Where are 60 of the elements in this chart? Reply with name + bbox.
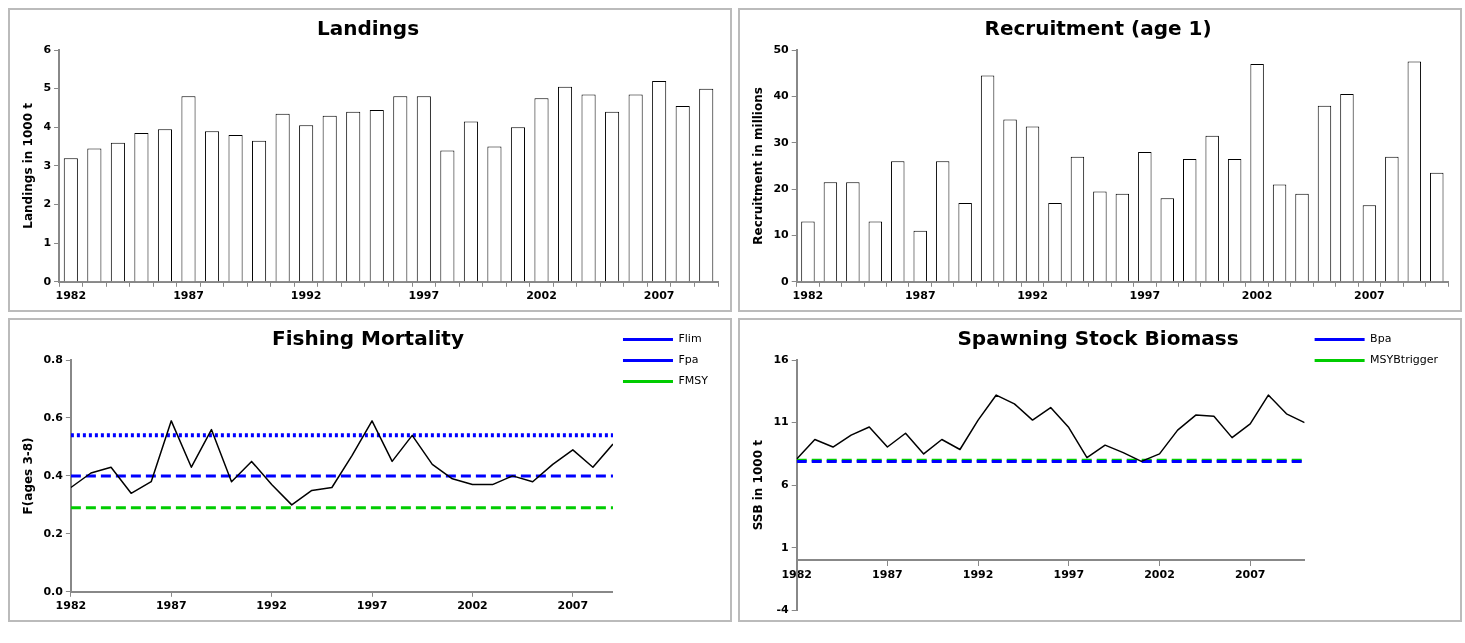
y-tick-label: -4 xyxy=(776,603,790,617)
y-tick-label: 50 xyxy=(773,42,790,56)
y-tick-label: 0.6 xyxy=(43,410,64,424)
legend-label: Fpa xyxy=(678,353,699,367)
x-tick-label: 1987 xyxy=(173,289,204,303)
x-tick-label: 1982 xyxy=(792,289,824,303)
x-tick-label: 2007 xyxy=(557,599,589,613)
x-tick-label: 1997 xyxy=(1129,289,1161,303)
y-tick-label: 0.0 xyxy=(43,584,64,598)
y-tick-label: 1 xyxy=(781,540,789,554)
y-tick-label: 0.2 xyxy=(43,526,63,540)
y-tick-label: 0 xyxy=(781,274,790,288)
chart-title: Landings xyxy=(316,16,420,41)
x-tick-label: 1997 xyxy=(408,289,440,303)
y-tick-label: 4 xyxy=(43,120,52,134)
y-axis-title: Landings in 1000 t xyxy=(21,102,36,229)
chart-title: Fishing Mortality xyxy=(272,326,464,351)
x-tick-label: 1987 xyxy=(155,599,187,613)
x-tick-label: 1982 xyxy=(55,289,87,303)
y-tick-label: 0 xyxy=(43,274,52,288)
y-tick-label: 16 xyxy=(773,352,790,366)
y-tick-label: 20 xyxy=(773,181,790,195)
y-tick-label: 10 xyxy=(773,228,790,242)
legend-label: Bpa xyxy=(1370,332,1392,346)
chart-title: Recruitment (age 1) xyxy=(984,16,1212,41)
x-tick-label: 2002 xyxy=(1241,289,1273,303)
y-tick-label: 30 xyxy=(773,135,790,149)
y-tick-label: 5 xyxy=(43,81,52,95)
x-tick-label: 2007 xyxy=(643,289,675,303)
y-tick-label: 6 xyxy=(43,42,52,56)
x-tick-label: 2007 xyxy=(1354,289,1385,303)
x-tick-label: 2002 xyxy=(457,599,488,613)
y-tick-label: 2 xyxy=(43,197,52,211)
y-tick-label: 0.4 xyxy=(43,468,64,482)
y-axis-title: Recruitment in millions xyxy=(751,87,766,245)
x-tick-label: 1997 xyxy=(356,599,388,613)
y-tick-label: 1 xyxy=(43,236,52,250)
x-tick-label: 1992 xyxy=(290,289,322,303)
x-tick-label: 1992 xyxy=(256,599,287,613)
x-tick-label: 1982 xyxy=(55,599,87,613)
x-tick-label: 2007 xyxy=(1234,567,1266,581)
x-tick-label: 1997 xyxy=(1053,567,1085,581)
y-axis-title: SSB in 1000 t xyxy=(751,439,766,531)
y-tick-label: 40 xyxy=(773,89,790,103)
legend-label: MSYBtrigger xyxy=(1370,353,1439,367)
y-tick-label: 0.8 xyxy=(43,352,63,366)
x-tick-label: 2002 xyxy=(1144,567,1175,581)
x-tick-label: 1987 xyxy=(872,567,903,581)
legend-label: FMSY xyxy=(678,374,709,388)
x-tick-label: 1992 xyxy=(962,567,994,581)
y-tick-label: 6 xyxy=(781,478,790,492)
legend-label: Flim xyxy=(678,332,702,346)
y-tick-label: 11 xyxy=(773,415,789,429)
y-tick-label: 3 xyxy=(43,158,52,172)
chart-title: Spawning Stock Biomass xyxy=(957,326,1239,351)
x-tick-label: 1982 xyxy=(781,567,813,581)
x-tick-label: 1992 xyxy=(1017,289,1048,303)
y-axis-title: F(ages 3-8) xyxy=(21,437,36,515)
x-tick-label: 1987 xyxy=(904,289,936,303)
x-tick-label: 2002 xyxy=(526,289,557,303)
